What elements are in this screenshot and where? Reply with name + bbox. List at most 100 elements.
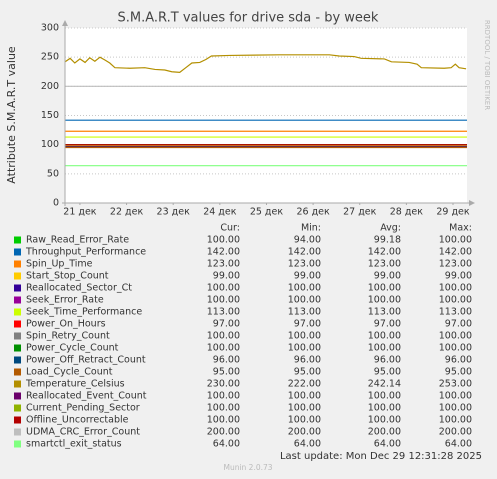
legend-min: 200.00 (288, 427, 321, 438)
last-update: Last update: Mon Dec 29 12:31:28 2025 (280, 451, 482, 462)
legend-swatch (14, 368, 21, 376)
x-tick-label: 25 дек (250, 207, 284, 218)
legend-swatch (14, 392, 21, 400)
x-tick-label: 27 дек (343, 207, 377, 218)
legend-swatch (14, 296, 21, 304)
legend-cur: 230.00 (207, 379, 240, 390)
legend-min: 222.00 (288, 379, 321, 390)
x-tick-label: 22 дек (110, 207, 144, 218)
legend-label: Seek_Time_Performance (26, 307, 142, 318)
legend-min: 96.00 (294, 355, 321, 366)
legend-avg: 113.00 (368, 307, 401, 318)
y-tick-label: 250 (41, 52, 59, 63)
y-tick-label: 100 (41, 139, 59, 150)
legend-max: 100.00 (439, 403, 472, 414)
legend-cur: 96.00 (213, 355, 240, 366)
y-axis-label: Attribute S.M.A.R.T value (5, 46, 18, 184)
legend-cur: 100.00 (207, 403, 240, 414)
legend-label: Power_Off_Retract_Count (26, 355, 146, 366)
y-tick-label: 200 (41, 81, 59, 92)
legend-max: 64.00 (445, 439, 472, 450)
legend-label: Power_Cycle_Count (26, 343, 119, 354)
legend-label: Reallocated_Sector_Ct (26, 283, 132, 294)
column-header: Cur: (220, 223, 240, 234)
legend-label: Reallocated_Event_Count (26, 391, 147, 402)
legend-max: 99.00 (445, 271, 472, 282)
legend-swatch (14, 428, 21, 436)
legend-avg: 100.00 (368, 343, 401, 354)
legend-min: 100.00 (288, 331, 321, 342)
legend-avg: 100.00 (368, 295, 401, 306)
legend-cur: 100.00 (207, 391, 240, 402)
legend-max: 100.00 (439, 415, 472, 426)
x-tick-label: 29 дек (436, 207, 470, 218)
legend-cur: 100.00 (207, 415, 240, 426)
legend-swatch (14, 236, 21, 244)
legend-swatch (14, 272, 21, 280)
x-tick-label: 28 дек (390, 207, 424, 218)
legend-avg: 97.00 (374, 319, 401, 330)
legend-min: 123.00 (288, 259, 321, 270)
y-tick-label: 150 (41, 110, 59, 121)
chart-title: S.M.A.R.T values for drive sda - by week (118, 11, 379, 26)
legend-cur: 200.00 (207, 427, 240, 438)
column-header: Max: (449, 223, 472, 234)
legend-cur: 100.00 (207, 295, 240, 306)
legend-avg: 99.00 (374, 271, 401, 282)
legend-avg: 123.00 (368, 259, 401, 270)
x-tick-label: 26 дек (296, 207, 330, 218)
legend-swatch (14, 260, 21, 268)
legend-label: Temperature_Celsius (25, 379, 125, 390)
legend-avg: 64.00 (374, 439, 401, 450)
legend-label: Spin_Up_Time (26, 259, 93, 270)
legend-max: 95.00 (445, 367, 472, 378)
x-tick-label: 21 дек (63, 207, 97, 218)
legend-min: 97.00 (294, 319, 321, 330)
legend-cur: 142.00 (207, 247, 240, 258)
y-tick-label: 300 (41, 23, 59, 34)
footer: Munin 2.0.73 (223, 463, 272, 472)
legend-cur: 100.00 (207, 331, 240, 342)
legend-swatch (14, 308, 21, 316)
legend-cur: 97.00 (213, 319, 240, 330)
legend-label: Start_Stop_Count (26, 271, 109, 282)
legend-label: Power_On_Hours (26, 319, 106, 330)
legend-max: 100.00 (439, 235, 472, 246)
x-tick-label: 23 дек (157, 207, 191, 218)
legend-max: 100.00 (439, 283, 472, 294)
legend-min: 95.00 (294, 367, 321, 378)
legend-cur: 123.00 (207, 259, 240, 270)
y-tick-label: 0 (53, 198, 59, 209)
legend-cur: 95.00 (213, 367, 240, 378)
legend-max: 123.00 (439, 259, 472, 270)
legend-min: 100.00 (288, 295, 321, 306)
y-tick-label: 50 (47, 168, 59, 179)
legend-min: 142.00 (288, 247, 321, 258)
legend-swatch (14, 404, 21, 412)
legend-min: 100.00 (288, 283, 321, 294)
legend-label: Raw_Read_Error_Rate (26, 235, 129, 246)
legend-avg: 96.00 (374, 355, 401, 366)
legend-avg: 100.00 (368, 283, 401, 294)
legend-max: 113.00 (439, 307, 472, 318)
legend-avg: 142.00 (368, 247, 401, 258)
legend-cur: 100.00 (207, 343, 240, 354)
legend-min: 100.00 (288, 391, 321, 402)
legend-avg: 100.00 (368, 331, 401, 342)
legend-max: 100.00 (439, 331, 472, 342)
legend-label: Offline_Uncorrectable (26, 415, 129, 426)
legend-avg: 95.00 (374, 367, 401, 378)
legend-avg: 242.14 (368, 379, 401, 390)
legend-max: 253.00 (439, 379, 472, 390)
legend-swatch (14, 380, 21, 388)
x-tick-label: 24 дек (203, 207, 237, 218)
legend-cur: 64.00 (213, 439, 240, 450)
legend-min: 94.00 (294, 235, 321, 246)
legend-max: 142.00 (439, 247, 472, 258)
legend-min: 100.00 (288, 343, 321, 354)
legend-max: 97.00 (445, 319, 472, 330)
legend-cur: 99.00 (213, 271, 240, 282)
legend-avg: 200.00 (368, 427, 401, 438)
legend-avg: 100.00 (368, 415, 401, 426)
